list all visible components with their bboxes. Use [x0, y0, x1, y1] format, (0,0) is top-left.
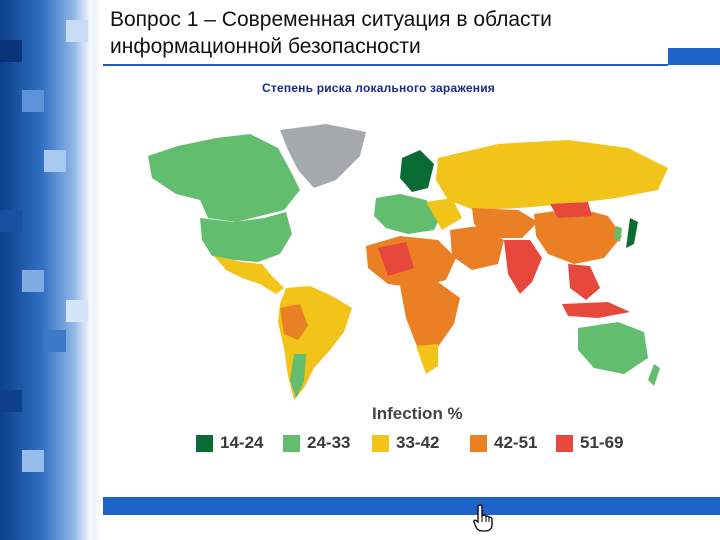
legend-swatch: [470, 435, 487, 452]
world-map-svg: [148, 124, 668, 400]
legend-swatch: [196, 435, 213, 452]
world-infection-map: [138, 118, 678, 408]
slide-title: Вопрос 1 – Современная ситуация в област…: [110, 8, 552, 58]
footer-bar: [103, 497, 720, 515]
region-india: [504, 240, 542, 294]
legend-title: Infection %: [372, 404, 463, 423]
legend-swatch: [556, 435, 573, 452]
region-new-zealand: [648, 364, 660, 386]
title-accent-block: [668, 48, 720, 65]
region-japan: [626, 218, 638, 248]
region-southern-africa: [416, 344, 438, 374]
region-korea: [614, 226, 622, 242]
region-central-africa: [400, 282, 460, 360]
region-eastern-europe: [426, 198, 462, 230]
region-algeria-libya: [378, 242, 414, 276]
legend-label: 24-33: [307, 433, 351, 452]
region-greenland: [280, 124, 366, 188]
hand-pointer-icon: [472, 503, 494, 533]
side-mosaic-panel: [0, 0, 92, 540]
region-peru-bolivia: [280, 304, 308, 340]
region-central-asia: [472, 208, 538, 238]
region-mexico: [214, 256, 284, 294]
region-chile-argentina: [290, 354, 306, 398]
legend-swatch: [372, 435, 389, 452]
map-subtitle: Степень риска локального заражения: [262, 81, 495, 95]
region-australia: [578, 322, 648, 374]
region-indonesia: [562, 302, 630, 318]
legend-label: 14-24: [220, 433, 264, 452]
region-canada: [148, 134, 300, 222]
legend-label: 51-69: [580, 433, 624, 452]
side-strip: [92, 0, 102, 540]
region-scandinavia: [400, 150, 434, 192]
region-china: [534, 208, 622, 264]
region-south-america: [278, 286, 352, 400]
legend-label: 42-51: [494, 433, 538, 452]
legend-label: 33-42: [396, 433, 440, 452]
region-western-europe: [374, 194, 442, 234]
region-usa: [200, 212, 292, 262]
region-russia: [436, 140, 668, 210]
legend-swatch: [283, 435, 300, 452]
title-underline: [103, 64, 668, 66]
region-mongolia: [550, 202, 592, 218]
region-southeast-asia: [568, 264, 600, 300]
